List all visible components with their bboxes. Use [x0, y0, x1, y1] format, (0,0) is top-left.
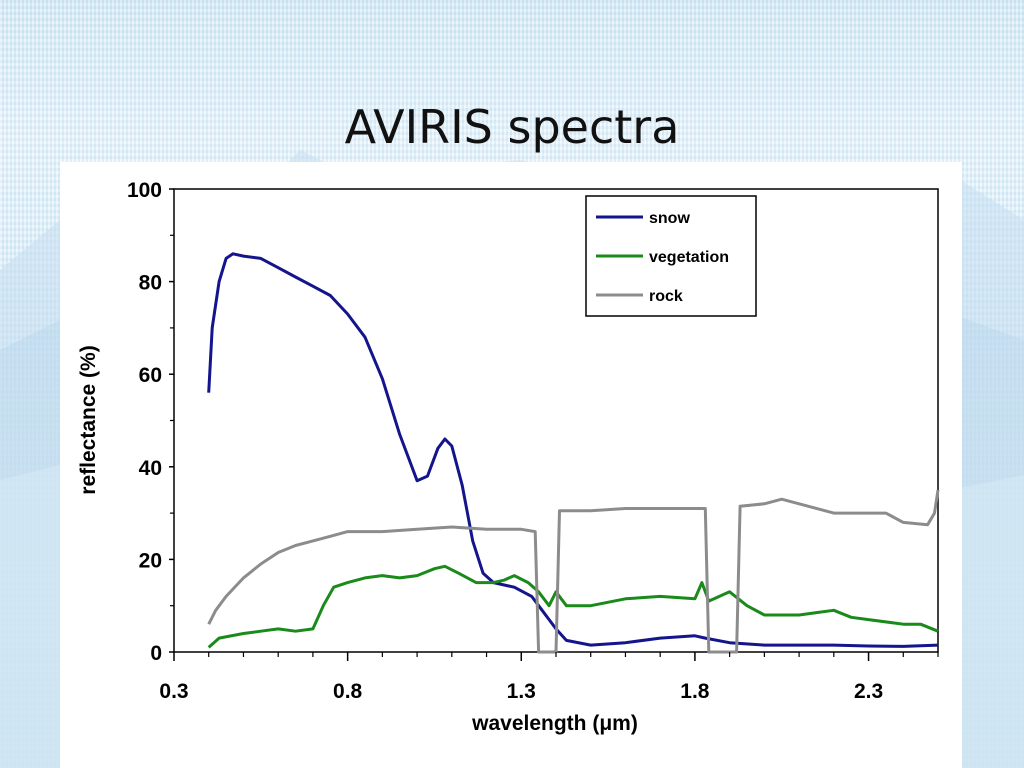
series-line-rock [207, 489, 940, 654]
x-tick-label: 2.3 [854, 680, 883, 703]
legend-label-vegetation: vegetation [649, 249, 729, 266]
chart-panel: 0 20 40 60 80 100 0.3 0.8 1.3 1.8 2.3 wavelength (… [60, 162, 962, 768]
x-tick-label: 0.8 [333, 680, 363, 703]
x-tick-label: 0.3 [159, 680, 188, 703]
y-tick-label: 40 [139, 457, 162, 480]
y-axis-label: reflectance (%) [77, 345, 100, 494]
y-tick-label: 20 [139, 549, 162, 572]
x-tick-label: 1.3 [507, 680, 536, 703]
legend-label-rock: rock [649, 288, 683, 305]
x-tick-label: 1.8 [680, 680, 710, 703]
y-tick-label: 0 [150, 642, 162, 665]
x-axis-label: wavelength (μm) [471, 712, 638, 735]
spectra-chart: 0 20 40 60 80 100 0.3 0.8 1.3 1.8 2.3 wavelength (… [77, 179, 940, 735]
series-line-vegetation [207, 564, 939, 649]
legend: snow vegetation rock [585, 195, 757, 317]
legend-label-snow: snow [649, 210, 690, 227]
y-tick-label: 100 [127, 179, 162, 202]
plot-area [173, 188, 939, 653]
y-tick-label: 80 [139, 272, 162, 295]
slide-title: AVIRIS spectra [344, 100, 680, 154]
y-tick-label: 60 [139, 364, 162, 387]
